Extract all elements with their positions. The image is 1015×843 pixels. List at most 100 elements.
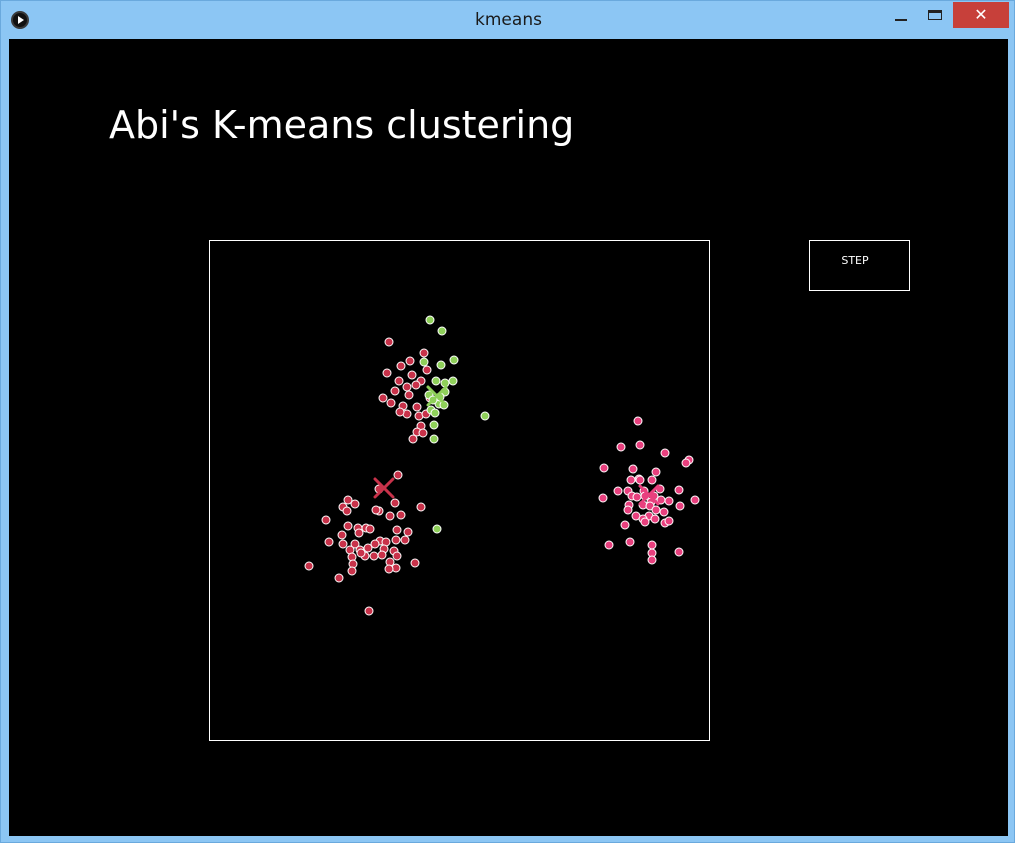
data-point bbox=[674, 485, 684, 495]
data-point bbox=[385, 511, 395, 521]
cluster-green bbox=[419, 315, 490, 534]
page-title: Abi's K-means clustering bbox=[109, 103, 575, 147]
data-point bbox=[370, 539, 380, 549]
data-point bbox=[402, 382, 412, 392]
data-point bbox=[356, 548, 366, 558]
data-point bbox=[647, 540, 657, 550]
cluster-red bbox=[304, 337, 435, 616]
data-point bbox=[412, 402, 422, 412]
data-point bbox=[422, 365, 432, 375]
data-point bbox=[408, 434, 418, 444]
processing-app-icon[interactable] bbox=[11, 11, 29, 29]
data-point bbox=[392, 525, 402, 535]
data-point bbox=[392, 551, 402, 561]
data-point bbox=[386, 398, 396, 408]
plot-frame bbox=[209, 240, 710, 741]
data-point bbox=[395, 407, 405, 417]
data-point bbox=[616, 442, 626, 452]
data-point bbox=[625, 537, 635, 547]
close-icon[interactable]: ✕ bbox=[953, 2, 1009, 28]
data-point bbox=[418, 428, 428, 438]
data-point bbox=[342, 506, 352, 516]
data-point bbox=[396, 510, 406, 520]
data-point bbox=[626, 475, 636, 485]
data-point bbox=[363, 543, 373, 553]
data-point bbox=[651, 467, 661, 477]
data-point bbox=[378, 393, 388, 403]
data-point bbox=[371, 505, 381, 515]
data-point bbox=[650, 514, 660, 524]
data-point bbox=[651, 505, 661, 515]
data-point bbox=[448, 376, 458, 386]
data-point bbox=[400, 535, 410, 545]
data-point bbox=[440, 378, 450, 388]
data-point bbox=[304, 561, 314, 571]
data-point bbox=[407, 370, 417, 380]
data-point bbox=[660, 448, 670, 458]
data-point bbox=[604, 540, 614, 550]
data-point bbox=[480, 411, 490, 421]
data-point bbox=[411, 380, 421, 390]
data-point bbox=[425, 315, 435, 325]
step-button-label: STEP bbox=[841, 254, 869, 267]
data-point bbox=[337, 530, 347, 540]
data-point bbox=[365, 524, 375, 534]
data-point bbox=[640, 517, 650, 527]
data-point bbox=[343, 521, 353, 531]
data-point bbox=[681, 458, 691, 468]
data-point bbox=[598, 493, 608, 503]
centroid-green-icon bbox=[426, 385, 448, 407]
data-point bbox=[419, 357, 429, 367]
data-point bbox=[393, 470, 403, 480]
data-point bbox=[419, 348, 429, 358]
centroid-pink-icon bbox=[638, 484, 660, 506]
data-point bbox=[431, 376, 441, 386]
data-point bbox=[354, 528, 364, 538]
data-point bbox=[675, 501, 685, 511]
data-point bbox=[647, 555, 657, 565]
data-point bbox=[690, 495, 700, 505]
data-point bbox=[664, 496, 674, 506]
data-point bbox=[390, 498, 400, 508]
data-point bbox=[338, 539, 348, 549]
data-point bbox=[364, 606, 374, 616]
data-point bbox=[324, 537, 334, 547]
centroid-stroke bbox=[373, 477, 395, 499]
data-point bbox=[391, 535, 401, 545]
data-point bbox=[430, 408, 440, 418]
data-point bbox=[334, 573, 344, 583]
step-button[interactable]: STEP bbox=[809, 240, 910, 291]
data-point bbox=[429, 434, 439, 444]
data-point bbox=[647, 475, 657, 485]
data-point bbox=[620, 520, 630, 530]
data-point bbox=[384, 564, 394, 574]
minimize-icon[interactable] bbox=[885, 2, 919, 28]
data-point bbox=[623, 505, 633, 515]
data-point bbox=[613, 486, 623, 496]
data-point bbox=[410, 558, 420, 568]
data-point bbox=[384, 337, 394, 347]
data-point bbox=[369, 551, 379, 561]
data-point bbox=[437, 326, 447, 336]
centroid-stroke bbox=[638, 484, 660, 506]
data-point bbox=[382, 368, 392, 378]
data-point bbox=[404, 390, 414, 400]
centroid-stroke bbox=[426, 385, 448, 407]
data-point bbox=[436, 360, 446, 370]
sketch-canvas[interactable]: Abi's K-means clustering STEP bbox=[9, 39, 1008, 836]
data-point bbox=[635, 440, 645, 450]
data-point bbox=[659, 507, 669, 517]
centroid-red-icon bbox=[373, 477, 395, 499]
data-point bbox=[347, 566, 357, 576]
data-point bbox=[429, 420, 439, 430]
data-point bbox=[394, 376, 404, 386]
data-point bbox=[449, 355, 459, 365]
maximize-icon[interactable] bbox=[919, 2, 953, 28]
data-point bbox=[403, 527, 413, 537]
data-point bbox=[343, 495, 353, 505]
cluster-pink bbox=[598, 416, 700, 565]
data-point bbox=[390, 386, 400, 396]
title-bar[interactable]: kmeans ✕ bbox=[1, 1, 1015, 39]
window-title: kmeans bbox=[475, 10, 542, 30]
